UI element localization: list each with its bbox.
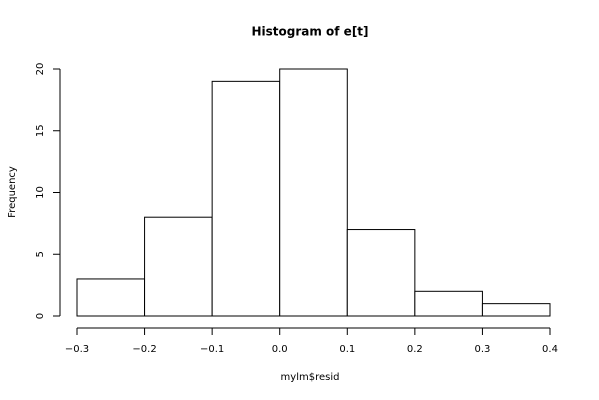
bar <box>76 278 146 317</box>
bar <box>144 216 213 317</box>
x-tick-label: −0.2 <box>132 344 156 355</box>
x-tick-label: 0.2 <box>407 344 423 355</box>
x-tick-label: 0.0 <box>272 344 288 355</box>
x-tick-label: 0.4 <box>542 344 558 355</box>
bar <box>346 229 416 317</box>
x-tick-label: −0.3 <box>65 344 89 355</box>
y-axis-label: Frequency <box>7 166 18 218</box>
bar <box>481 303 551 317</box>
bar <box>414 290 483 317</box>
y-tick-label: 5 <box>35 251 46 257</box>
y-tick-label: 20 <box>35 63 46 76</box>
y-tick-label: 0 <box>35 313 46 319</box>
y-tick-label: 10 <box>35 186 46 199</box>
x-tick-label: −0.1 <box>200 344 224 355</box>
x-axis-label: mylm$resid <box>281 372 340 383</box>
x-tick-label: 0.1 <box>339 344 355 355</box>
bar <box>211 80 281 317</box>
x-tick-label: 0.3 <box>474 344 490 355</box>
bar <box>279 68 348 317</box>
y-tick-label: 15 <box>35 124 46 137</box>
chart-title: Histogram of e[t] <box>251 25 368 39</box>
